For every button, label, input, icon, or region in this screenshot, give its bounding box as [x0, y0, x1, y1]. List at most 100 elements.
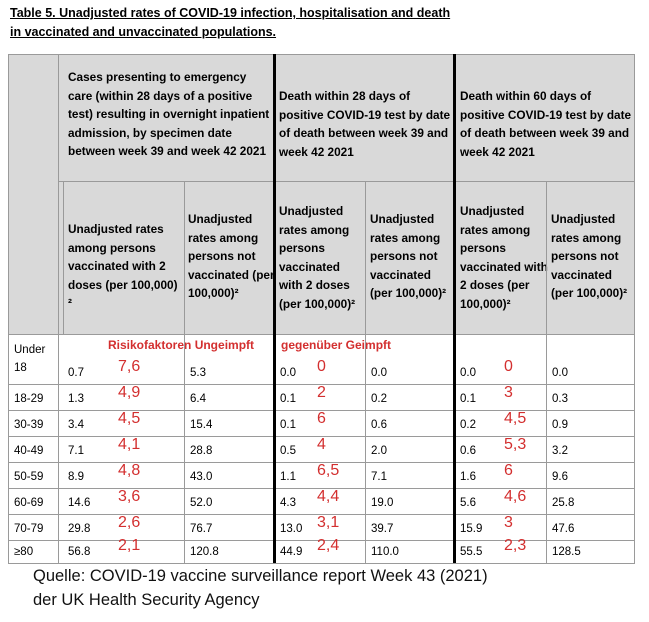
- death28-unvaccinated-value: 7.1: [371, 471, 387, 483]
- thick-divider-2: [453, 54, 456, 563]
- age-group-label: 50-59: [14, 471, 44, 483]
- age-group-label: 60-69: [14, 497, 44, 509]
- death60-unvaccinated-value: 9.6: [552, 471, 568, 483]
- death28-risk-factor-value: 6: [317, 410, 326, 427]
- death60-vaccinated-value: 1.6: [460, 471, 476, 483]
- hosp-unvaccinated-value: 43.0: [190, 471, 213, 483]
- hosp-vaccinated-value: 7.1: [68, 445, 84, 457]
- row-separator: [8, 462, 635, 463]
- hosp-unvaccinated-value: 15.4: [190, 419, 213, 431]
- age-group-label: 18-29: [14, 393, 44, 405]
- death60-unvaccinated-value: 0.9: [552, 419, 568, 431]
- death60-vaccinated-value: 0.2: [460, 419, 476, 431]
- death60-unvaccinated-value: 47.6: [552, 523, 575, 535]
- death28-unvaccinated-value: 110.0: [371, 546, 399, 558]
- death60-risk-factor-value: 6: [504, 462, 513, 479]
- table-title-line-2: in vaccinated and unvaccinated populatio…: [10, 25, 277, 39]
- death60-risk-factor-value: 3: [504, 384, 513, 401]
- death28-vaccinated-value: 1.1: [280, 471, 296, 483]
- death28-vaccinated-value: 0.1: [280, 393, 296, 405]
- table-title-line-1: Table 5. Unadjusted rates of COVID-19 in…: [10, 6, 451, 20]
- death60-vaccinated-value: 0.0: [460, 367, 476, 379]
- hosp-risk-factor-value: 4,9: [118, 384, 141, 401]
- header-separator: [58, 181, 635, 182]
- row-separator: [8, 514, 635, 515]
- group-header-death-60-days: Death within 60 days of positive COVID-1…: [460, 89, 632, 159]
- death28-risk-factor-value: 4: [317, 436, 326, 453]
- death60-unvaccinated-value: 128.5: [552, 546, 581, 558]
- hosp-unvaccinated-value: 52.0: [190, 497, 213, 509]
- col-separator-death28: [365, 181, 366, 563]
- border-right: [634, 54, 635, 563]
- hosp-risk-factor-value: 4,5: [118, 410, 141, 427]
- hosp-unvaccinated-value: 5.3: [190, 367, 206, 379]
- death60-risk-factor-value: 5,3: [504, 436, 527, 453]
- death28-risk-factor-value: 2,4: [317, 537, 340, 554]
- hosp-risk-factor-value: 2,6: [118, 514, 141, 531]
- death28-unvaccinated-value: 39.7: [371, 523, 394, 535]
- death60-risk-factor-value: 2,3: [504, 537, 527, 554]
- age-group-label: 18: [14, 362, 27, 374]
- col-separator-death60: [546, 181, 547, 563]
- death28-unvaccinated-value: 19.0: [371, 497, 394, 509]
- header-bottom-line: [8, 334, 635, 335]
- death28-vaccinated-value: 0.5: [280, 445, 296, 457]
- row-separator: [8, 540, 635, 541]
- hosp-vaccinated-value: 8.9: [68, 471, 84, 483]
- subheader-death28-unvaccinated: Unadjusted rates among persons not vacci…: [370, 212, 447, 300]
- hosp-risk-factor-value: 4,1: [118, 436, 141, 453]
- col-separator-hosp: [184, 181, 185, 563]
- death28-risk-factor-value: 4,4: [317, 488, 340, 505]
- row-separator: [8, 488, 635, 489]
- hosp-vaccinated-value: 14.6: [68, 497, 91, 509]
- death60-unvaccinated-value: 0.3: [552, 393, 568, 405]
- death28-risk-factor-value: 3,1: [317, 514, 340, 531]
- death28-risk-factor-value: 0: [317, 358, 326, 375]
- age-group-label: 40-49: [14, 445, 44, 457]
- age-group-label: Under: [14, 344, 46, 356]
- death60-risk-factor-value: 3: [504, 514, 513, 531]
- border-top: [8, 54, 635, 55]
- hosp-unvaccinated-value: 76.7: [190, 523, 213, 535]
- col-separator-age: [58, 54, 59, 563]
- subheader-death60-vaccinated: Unadjusted rates among persons vaccinate…: [460, 204, 548, 311]
- death28-vaccinated-value: 13.0: [280, 523, 303, 535]
- row-separator: [8, 410, 635, 411]
- death28-vaccinated-value: 0.1: [280, 419, 296, 431]
- hosp-risk-factor-value: 7,6: [118, 358, 141, 375]
- subheader-hosp-vaccinated: Unadjusted rates among persons vaccinate…: [68, 222, 178, 310]
- hosp-vaccinated-value: 29.8: [68, 523, 91, 535]
- data-table: Cases presenting to emergency care (with…: [8, 54, 635, 564]
- hosp-risk-factor-value: 2,1: [118, 537, 141, 554]
- hosp-risk-factor-value: 3,6: [118, 488, 141, 505]
- death60-risk-factor-value: 4,5: [504, 410, 527, 427]
- col-separator-age-inner: [63, 181, 64, 334]
- death28-unvaccinated-value: 2.0: [371, 445, 387, 457]
- death60-unvaccinated-value: 3.2: [552, 445, 568, 457]
- death60-vaccinated-value: 15.9: [460, 523, 483, 535]
- death28-unvaccinated-value: 0.6: [371, 419, 387, 431]
- death60-vaccinated-value: 0.6: [460, 445, 476, 457]
- row-separator: [8, 563, 635, 564]
- row-separator: [8, 384, 635, 385]
- death60-unvaccinated-value: 0.0: [552, 367, 568, 379]
- death28-risk-factor-value: 6,5: [317, 462, 340, 479]
- source-line-1: Quelle: COVID-19 vaccine surveillance re…: [33, 567, 488, 585]
- header-background: [8, 54, 635, 334]
- hosp-unvaccinated-value: 120.8: [190, 546, 219, 558]
- hosp-unvaccinated-value: 6.4: [190, 393, 206, 405]
- death28-vaccinated-value: 0.0: [280, 367, 296, 379]
- row-separator: [8, 436, 635, 437]
- age-group-label: 70-79: [14, 523, 44, 535]
- death28-unvaccinated-value: 0.2: [371, 393, 387, 405]
- hosp-vaccinated-value: 3.4: [68, 419, 84, 431]
- group-header-death-28-days: Death within 28 days of positive COVID-1…: [279, 89, 451, 159]
- hosp-risk-factor-value: 4,8: [118, 462, 141, 479]
- death60-risk-factor-value: 4,6: [504, 488, 527, 505]
- death60-unvaccinated-value: 25.8: [552, 497, 575, 509]
- death28-vaccinated-value: 44.9: [280, 546, 303, 558]
- thick-divider-1: [273, 54, 276, 563]
- death28-risk-factor-value: 2: [317, 384, 326, 401]
- hosp-vaccinated-value: 1.3: [68, 393, 84, 405]
- group-header-hospitalisation: Cases presenting to emergency care (with…: [68, 70, 270, 158]
